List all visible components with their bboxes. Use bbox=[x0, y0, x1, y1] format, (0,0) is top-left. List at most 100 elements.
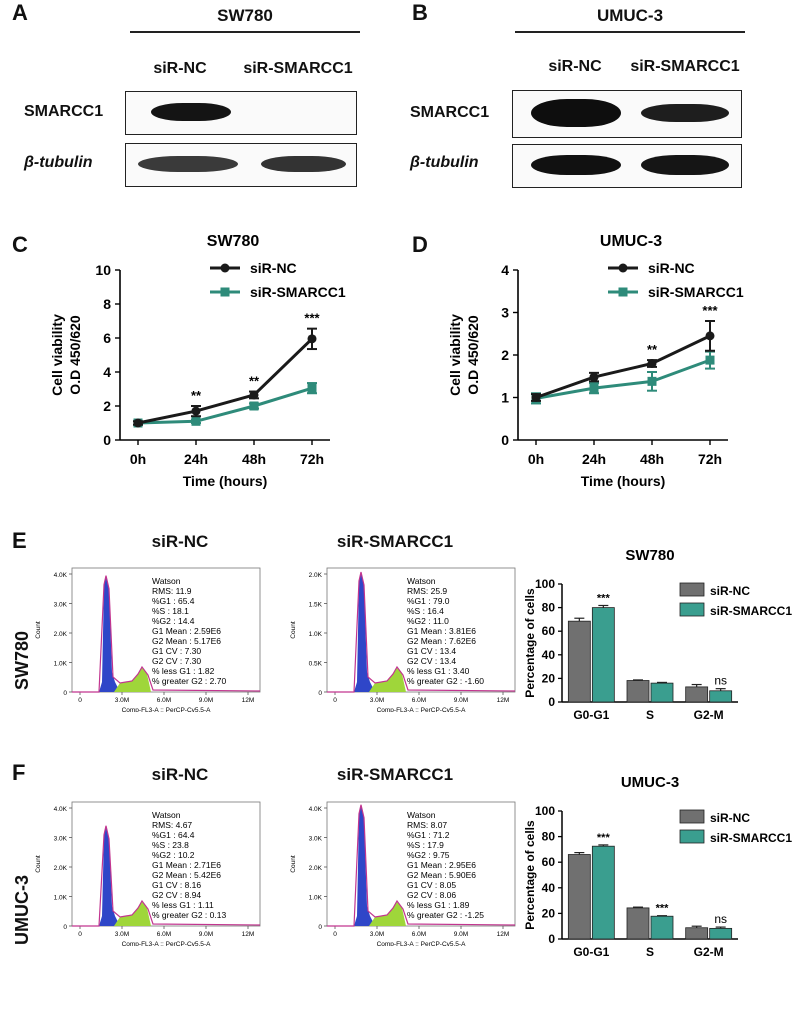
x-tick-label: 3.0M bbox=[370, 697, 384, 704]
data-point bbox=[705, 331, 715, 341]
x-tick-label: 0 bbox=[333, 931, 337, 938]
legend-label: siR-NC bbox=[648, 260, 695, 276]
legend-marker bbox=[220, 287, 230, 297]
significance-label: *** bbox=[597, 592, 611, 604]
significance-label: *** bbox=[304, 311, 320, 326]
watson-stat: G2 CV : 13.4 bbox=[407, 656, 456, 666]
x-tick-label: 0h bbox=[528, 451, 544, 467]
watson-stat: % less G1 : 1.11 bbox=[152, 900, 214, 910]
legend-swatch bbox=[679, 809, 705, 824]
y-tick-label: 2.0K bbox=[54, 865, 68, 872]
x-tick-label: 24h bbox=[184, 451, 208, 467]
x-axis-label: Comp-FL3-A :: PerCP-Cy5.5-A bbox=[377, 707, 467, 712]
panel-label-d: D bbox=[412, 232, 428, 257]
watson-stat: RMS: 25.9 bbox=[407, 586, 447, 596]
watson-stat: %G1 : 65.4 bbox=[152, 596, 195, 606]
watson-stat: %S : 23.8 bbox=[152, 840, 189, 850]
watson-stat: % less G1 : 3.40 bbox=[407, 666, 470, 676]
panel-b-col-nc: siR-NC bbox=[548, 58, 602, 75]
g1-peak bbox=[354, 805, 375, 926]
watson-stat: RMS: 4.67 bbox=[152, 820, 192, 830]
chart-title: SW780 bbox=[207, 233, 260, 250]
bar bbox=[567, 854, 591, 940]
x-tick-label: 0h bbox=[130, 451, 146, 467]
data-point bbox=[647, 359, 657, 368]
legend-label: siR-SMARCC1 bbox=[648, 284, 744, 300]
x-tick-label: 6.0M bbox=[412, 931, 426, 938]
legend-swatch bbox=[679, 829, 705, 844]
y-tick-label: 80 bbox=[542, 830, 556, 844]
y-tick-label: 100 bbox=[535, 577, 555, 591]
watson-stat: G1 CV : 8.05 bbox=[407, 880, 456, 890]
data-point bbox=[249, 390, 259, 400]
y-axis-label: Count bbox=[290, 621, 297, 639]
y-tick-label: 1.0K bbox=[54, 661, 68, 668]
y-axis-label: Cell viability bbox=[447, 314, 463, 396]
y-tick-label: 2.0K bbox=[54, 631, 68, 638]
band bbox=[151, 103, 231, 121]
blot-a-tubulin bbox=[125, 143, 357, 187]
data-point bbox=[307, 334, 317, 344]
watson-stat: %G1 : 64.4 bbox=[152, 830, 195, 840]
y-tick-label: 3.0K bbox=[309, 836, 323, 843]
y-tick-label: 4 bbox=[103, 364, 111, 380]
data-point bbox=[307, 383, 317, 393]
panel-a-col-nc: siR-NC bbox=[153, 60, 207, 77]
legend-swatch bbox=[679, 582, 705, 597]
legend-swatch bbox=[679, 602, 705, 617]
y-axis-label: Cell viability bbox=[49, 314, 65, 396]
y-tick-label: 4.0K bbox=[54, 806, 68, 813]
x-tick-label: 24h bbox=[582, 451, 606, 467]
y-tick-label: 2.0K bbox=[309, 572, 323, 579]
watson-stat: G1 CV : 7.30 bbox=[152, 646, 201, 656]
watson-stat: RMS: 8.07 bbox=[407, 820, 447, 830]
bar bbox=[650, 682, 674, 703]
data-point bbox=[647, 376, 657, 386]
watson-stat: %G1 : 79.0 bbox=[407, 596, 450, 606]
flow-histogram-e-nc: 0 1.0K 2.0K 3.0K 4.0K 0 3.0M 6.0M 9.0M 12M Comp-FL… bbox=[35, 567, 261, 712]
panel-b-title-line bbox=[515, 31, 745, 33]
significance-label: ** bbox=[249, 374, 260, 389]
panel-b-row-tubulin: β-tubulin bbox=[410, 154, 479, 171]
y-tick-label: 4 bbox=[501, 262, 509, 278]
panel-label-a: A bbox=[12, 0, 28, 25]
band bbox=[138, 156, 238, 172]
y-tick-label: 20 bbox=[542, 906, 556, 920]
watson-stat: % greater G2 : -1.25 bbox=[407, 910, 484, 920]
panel-b-row-smarcc1: SMARCC1 bbox=[410, 104, 490, 121]
flow-f-nc-title: siR-NC bbox=[151, 765, 209, 784]
y-tick-label: 2 bbox=[501, 347, 509, 363]
watson-stat: G2 CV : 7.30 bbox=[152, 656, 201, 666]
x-tick-label: 9.0M bbox=[454, 697, 468, 704]
x-tick-label: 12M bbox=[242, 931, 255, 938]
x-tick-label: 12M bbox=[497, 931, 510, 938]
bar bbox=[709, 927, 733, 940]
y-tick-label: 6 bbox=[103, 330, 111, 346]
y-axis-label-group: Percentage of cells bbox=[523, 588, 537, 698]
x-axis-label: Comp-FL3-A :: PerCP-Cy5.5-A bbox=[377, 941, 467, 946]
band bbox=[531, 99, 621, 127]
y-tick-label: 40 bbox=[542, 881, 556, 895]
s-phase-area bbox=[114, 668, 151, 692]
data-point bbox=[249, 401, 259, 411]
chart-title: UMUC-3 bbox=[621, 774, 679, 791]
watson-stat: %G2 : 10.2 bbox=[152, 850, 195, 860]
watson-stat: % less G1 : 1.82 bbox=[152, 666, 215, 676]
y-tick-label: 10 bbox=[95, 262, 111, 278]
model-envelope bbox=[72, 825, 261, 927]
legend-label: siR-SMARCC1 bbox=[710, 831, 792, 845]
y-axis-label: O.D 450/620 bbox=[67, 315, 83, 395]
y-tick-label: 0 bbox=[63, 690, 67, 697]
y-axis-label-group: Cell viability O.D 450/620 bbox=[447, 314, 481, 396]
watson-stat: %G2 : 9.75 bbox=[407, 850, 450, 860]
y-tick-label: 2.0K bbox=[309, 865, 323, 872]
y-tick-label: 3.0K bbox=[54, 602, 68, 609]
panel-label-e: E bbox=[12, 528, 27, 553]
band bbox=[641, 155, 729, 175]
legend-label: siR-NC bbox=[710, 584, 750, 598]
watson-stat: G2 Mean : 7.62E6 bbox=[407, 636, 476, 646]
bar bbox=[685, 927, 709, 940]
series-line bbox=[535, 358, 711, 400]
legend-label: siR-SMARCC1 bbox=[250, 284, 346, 300]
